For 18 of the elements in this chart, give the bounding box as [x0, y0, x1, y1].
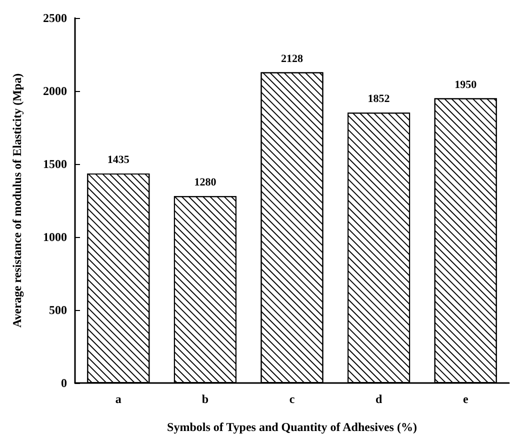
y-tick-label: 2500 — [43, 11, 67, 25]
x-tick-label: e — [462, 392, 469, 406]
data-label: 1280 — [194, 176, 217, 189]
data-label: 1435 — [107, 154, 130, 166]
x-tick-label: d — [375, 392, 382, 406]
y-tick-label: 2000 — [43, 84, 67, 98]
x-tick-label: c — [289, 392, 296, 406]
x-axis-title: Symbols of Types and Quantity of Adhesives (%) — [167, 420, 417, 434]
x-tick-label: a — [115, 392, 122, 406]
data-label: 1852 — [368, 93, 390, 106]
x-tick-label: b — [202, 392, 209, 406]
data-label: 2128 — [281, 52, 304, 65]
y-tick-label: 1500 — [43, 157, 67, 171]
data-label: 1950 — [454, 78, 478, 91]
y-tick-label: 500 — [49, 303, 67, 317]
y-tick-label: 0 — [61, 376, 67, 390]
y-axis-title: Average resistance of modulus of Elasticity (Mpa) — [10, 73, 24, 328]
y-tick-label: 1000 — [43, 230, 67, 244]
